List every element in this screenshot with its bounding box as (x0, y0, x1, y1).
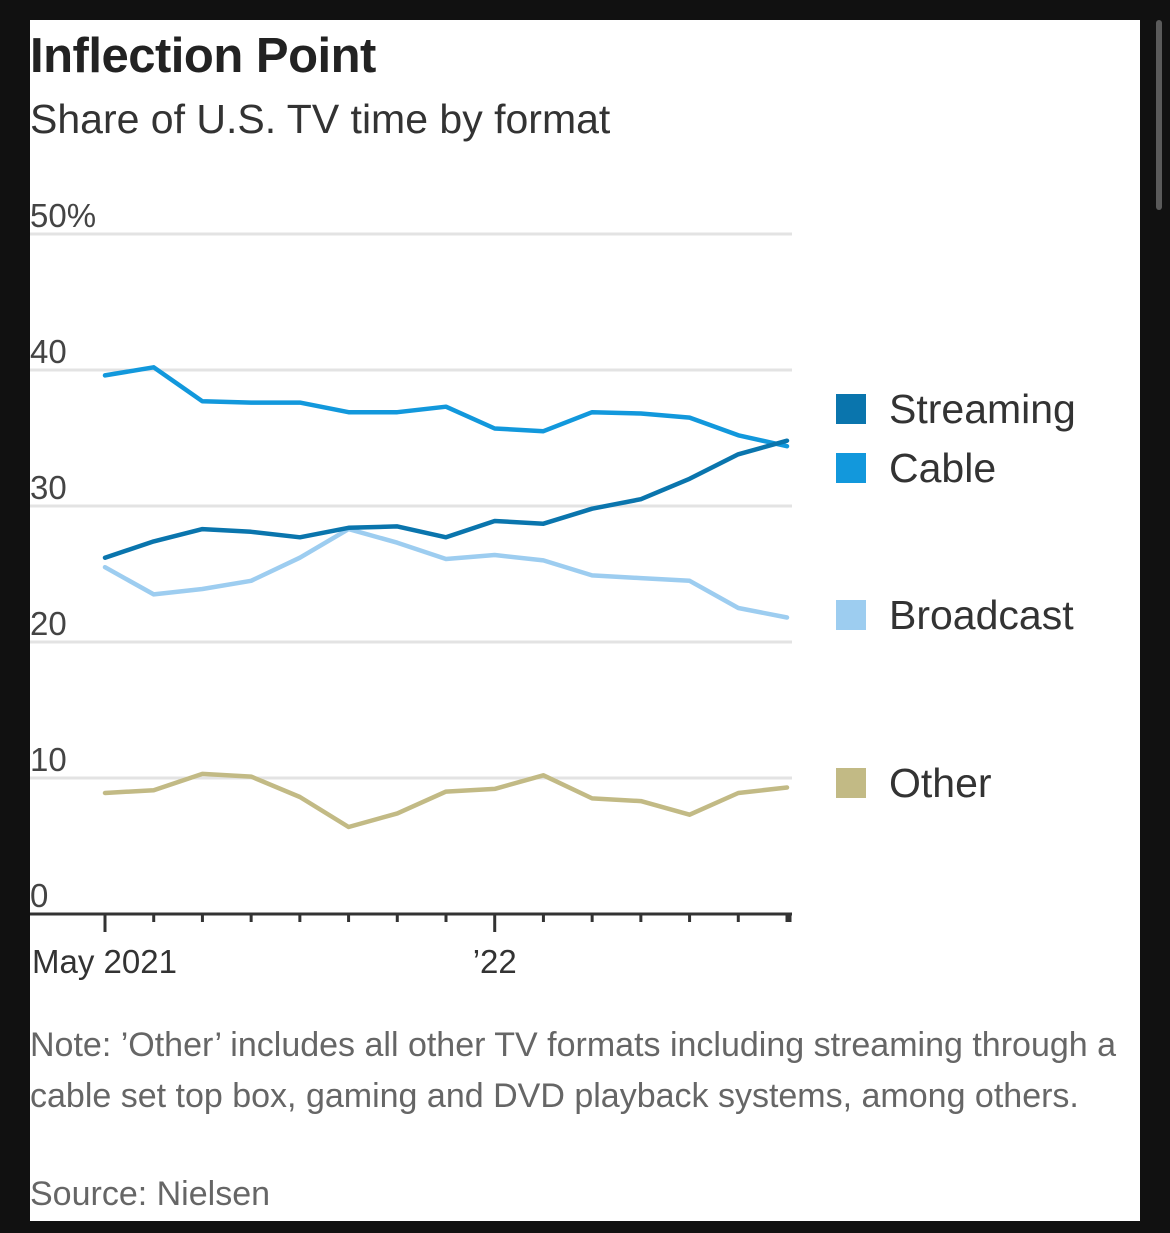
y-axis-tick-labels: 0 10 20 30 40 50% (30, 197, 96, 914)
y-tick-label: 50% (30, 197, 96, 234)
chart-subtitle: Share of U.S. TV time by format (30, 96, 611, 142)
legend-label-broadcast: Broadcast (889, 592, 1074, 638)
legend-swatch-other (836, 768, 866, 798)
chart-note: Note: ’Other’ includes all other TV form… (30, 1026, 1117, 1115)
scrollbar[interactable] (1156, 20, 1162, 210)
series-line-streaming (102, 438, 790, 560)
chart-card: Inflection Point Share of U.S. TV time b… (30, 20, 1140, 1221)
series-line-cable (102, 365, 790, 449)
y-tick-label: 20 (30, 605, 67, 642)
legend-label-other: Other (889, 760, 992, 806)
series-line-broadcast (102, 526, 790, 620)
legend-swatch-streaming (836, 394, 866, 424)
y-tick-label: 30 (30, 469, 67, 506)
y-tick-label: 40 (30, 333, 67, 370)
y-tick-label: 0 (30, 877, 48, 914)
x-tick-label: ’22 (473, 943, 517, 980)
x-axis: May 2021 ’22 (30, 912, 792, 980)
chart-source: Source: Nielsen (30, 1175, 271, 1213)
legend-swatch-cable (836, 453, 866, 483)
series-lines (102, 365, 790, 830)
legend-label-streaming: Streaming (889, 386, 1076, 432)
legend: Streaming Cable Broadcast Other (836, 386, 1076, 806)
legend-label-cable: Cable (889, 445, 996, 491)
series-line-other (102, 771, 790, 830)
chart-title: Inflection Point (30, 29, 376, 83)
line-chart: 0 10 20 30 40 50% May 2021 ’22 Streaming Cable B… (30, 197, 1076, 980)
y-tick-label: 10 (30, 741, 67, 778)
legend-swatch-broadcast (836, 600, 866, 630)
gridlines (30, 232, 792, 780)
x-tick-label: May 2021 (32, 943, 177, 980)
